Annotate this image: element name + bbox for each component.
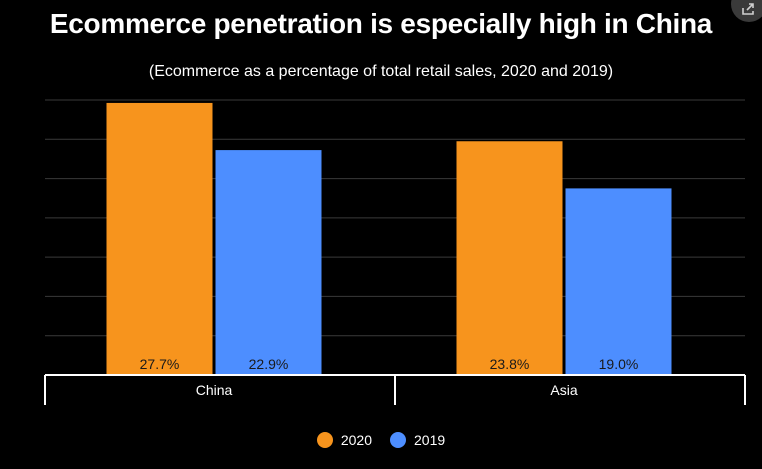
data-label: 22.9% — [249, 356, 289, 372]
bar-china-2019 — [215, 150, 322, 375]
bar-asia-2020 — [456, 141, 563, 375]
data-label: 27.7% — [140, 356, 180, 372]
legend-item-2020[interactable]: 2020 — [316, 432, 372, 448]
legend: 2020 2019 — [0, 432, 762, 448]
legend-label-2020: 2020 — [340, 432, 372, 448]
legend-item-2019[interactable]: 2019 — [390, 432, 445, 448]
chart-subtitle: (Ecommerce as a percentage of total reta… — [148, 63, 614, 80]
legend-swatch-2020 — [316, 432, 333, 448]
chart-title: Ecommerce penetration is especially high… — [49, 8, 713, 39]
legend-label-2019: 2019 — [414, 432, 446, 448]
x-tick-label: China — [196, 382, 233, 398]
legend-swatch-2019 — [390, 432, 406, 448]
x-tick-label: Asia — [550, 382, 577, 398]
share-icon — [742, 3, 754, 15]
data-label: 19.0% — [599, 356, 639, 372]
bar-china-2020 — [106, 102, 213, 376]
bar-asia-2019 — [565, 188, 672, 375]
data-label: 23.8% — [490, 356, 530, 372]
share-button[interactable] — [731, 0, 762, 22]
